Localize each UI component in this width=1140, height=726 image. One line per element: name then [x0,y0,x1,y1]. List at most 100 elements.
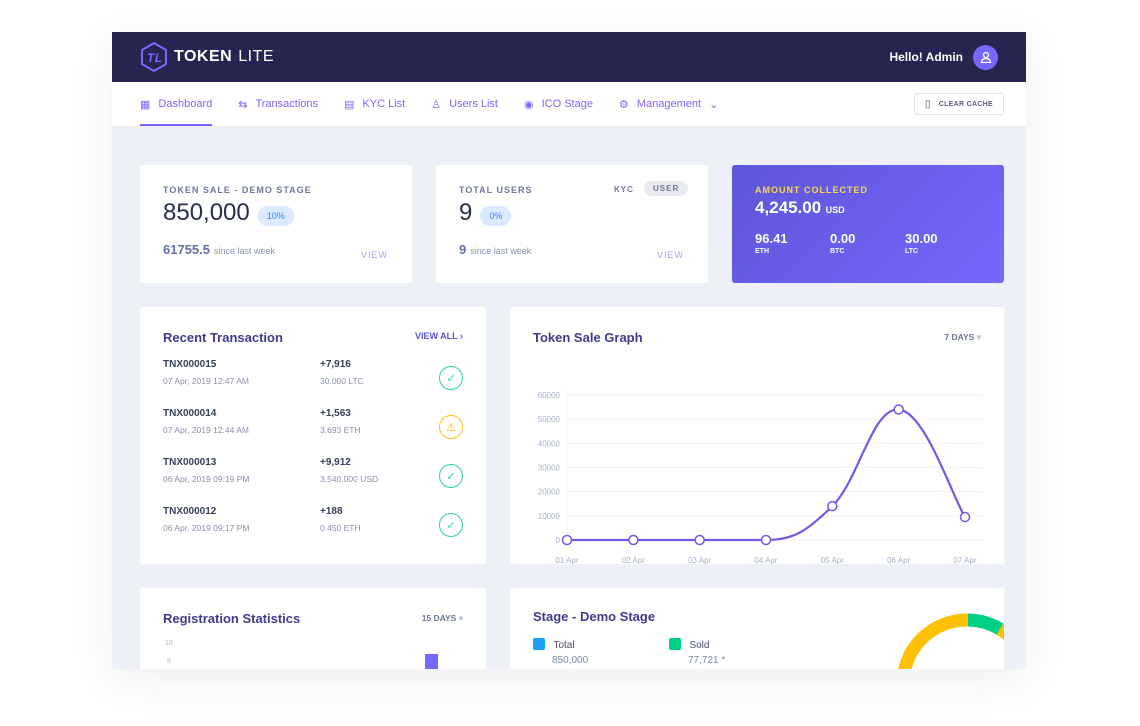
user-menu[interactable]: Hello! Admin [889,44,998,70]
check-icon: ✓ [439,464,463,488]
logo[interactable]: TL TOKEN LITE [140,42,274,72]
week-text: since last week [214,246,276,256]
x-tick-label: 07 Apr [953,556,976,564]
data-point [760,534,772,546]
amount-currency: USD [825,205,845,215]
total-value: 850,000 [552,655,589,666]
check-icon: ✓ [439,366,463,390]
grid-icon: ▦ [140,98,151,111]
y-tick-label: 10000 [538,512,561,521]
stage-card: Stage - Demo Stage Total 850,000 Sold 77,7… [510,588,1004,669]
amount-collected-card: AMOUNT COLLECTED 4,245.00 USD 96.41 ETH 0… [732,165,1004,283]
chevron-right-icon: › [460,331,463,341]
y-tick-8: 8 [167,658,171,665]
logo-text-bold: TOKEN [174,48,233,65]
tx-sub: 0.450 ETH [320,523,361,533]
tx-id: TNX000015 [163,359,217,370]
coin-ltc: 30.00 LTC [905,231,938,255]
data-point [959,511,971,523]
amount-label: AMOUNT COLLECTED [755,185,868,195]
transaction-row[interactable]: TNX000014 07 Apr, 2019 12:44 AM +1,563 3.6… [163,408,463,454]
chevron-down-icon: ⌄ [709,98,719,111]
tx-sub: 30.000 LTC [320,376,364,386]
users-label: TOTAL USERS [459,185,533,195]
y-tick-label: 60000 [538,391,561,400]
legend-sold: Sold 77,721 * [669,635,725,667]
tx-date: 07 Apr, 2019 12:47 AM [163,376,250,386]
nav-management[interactable]: ⚙ Management ⌄ [618,98,719,111]
view-all-link[interactable]: VIEW ALL › [414,331,463,341]
token-sale-chart: 0 10000 20000 30000 40000 50000 60000 01 Apr 02 … [538,391,982,564]
x-tick-label: 01 Apr [555,556,578,564]
caret-down-icon: ▾ [458,613,463,623]
tx-amount: +1,563 [320,408,351,419]
series-line [567,408,966,542]
total-swatch [533,637,545,650]
users-value: 9 [459,199,473,226]
nav-dashboard[interactable]: ▦ Dashboard [140,82,213,126]
tx-id: TNX000014 [163,408,217,419]
tab-kyc[interactable]: KYC [614,185,634,194]
transaction-row[interactable]: TNX000013 06 Apr, 2019 09:19 PM +9,912 3,5… [163,457,463,503]
data-point [694,534,705,546]
nav-users-list[interactable]: ♙ Users List [431,98,498,111]
coin-eth: 96.41 ETH [755,231,788,255]
view-link[interactable]: VIEW [360,250,388,260]
token-sale-graph-card: Token Sale Graph 7 DAYS ▾ 0 10000 20000 300… [510,307,1004,564]
caret-down-icon: ▾ [976,332,981,342]
y-tick-10: 10 [165,640,173,647]
logo-icon: TL [141,42,167,72]
sold-swatch [669,637,681,650]
registration-card: Registration Statistics 15 DAYS ▾ 10 8 [140,588,486,669]
users-week-text: since last week [470,246,532,256]
y-tick-label: 20000 [538,488,561,497]
week-value: 61755.5 [163,242,210,257]
greeting: Hello! Admin [889,50,963,64]
tx-date: 06 Apr, 2019 09:19 PM [163,474,250,484]
tab-user[interactable]: USER [644,181,689,196]
clipboard-icon: ▯ [924,98,931,110]
user-avatar-icon[interactable] [973,44,998,70]
svg-text:TL: TL [147,51,163,65]
y-tick-label: 30000 [538,464,561,473]
graph-title: Token Sale Graph [533,330,643,345]
x-tick-label: 04 Apr [754,556,777,564]
nav-kyc-list[interactable]: ▤ KYC List [344,98,406,111]
registration-range-dropdown[interactable]: 15 DAYS ▾ [421,613,463,623]
tx-amount: +188 [320,506,343,517]
tx-amount: +7,916 [320,359,351,370]
clear-cache-button[interactable]: ▯ CLEAR CACHE [913,93,1004,115]
stage-donut [898,613,1004,669]
total-users-card: TOTAL USERS KYC USER 9 0% 9 since last wee… [436,165,708,283]
graph-range-dropdown[interactable]: 7 DAYS ▾ [944,332,981,342]
users-icon: ♙ [431,98,442,111]
document-icon: ▤ [344,98,355,111]
top-bar: TL TOKEN LITE Hello! Admin [112,32,1026,82]
registration-bar [425,654,438,669]
y-tick-label: 50000 [538,415,561,424]
transaction-row[interactable]: TNX000015 07 Apr, 2019 12:47 AM +7,916 30.… [163,359,463,405]
transaction-row[interactable]: TNX000012 06 Apr, 2019 09:17 PM +188 0.450… [163,506,463,552]
coins-icon: ◉ [524,98,534,111]
sold-value: 77,721 * [688,655,726,666]
data-point [893,404,904,415]
main-nav: ▦ Dashboard ⇆ Transactions ▤ KYC List ♙ User… [112,82,1026,126]
x-tick-label: 03 Apr [688,556,711,564]
tx-date: 06 Apr, 2019 09:17 PM [163,523,250,533]
donut-remaining [898,613,1004,669]
data-point [827,500,838,512]
nav-ico-stage[interactable]: ◉ ICO Stage [524,98,593,111]
amount-value: 4,245.00 [755,198,822,217]
check-icon: ✓ [439,513,463,537]
x-tick-label: 06 Apr [887,556,910,564]
recent-title: Recent Transaction [163,330,283,345]
swap-icon: ⇆ [238,98,248,111]
x-tick-label: 05 Apr [821,556,844,564]
y-tick-label: 40000 [538,439,561,448]
data-point [628,534,639,546]
tx-id: TNX000012 [163,506,217,517]
users-view-link[interactable]: VIEW [656,250,684,260]
token-sale-badge: 10% [257,205,294,226]
nav-transactions[interactable]: ⇆ Transactions [238,98,319,111]
logo-text-light: LITE [238,48,275,65]
